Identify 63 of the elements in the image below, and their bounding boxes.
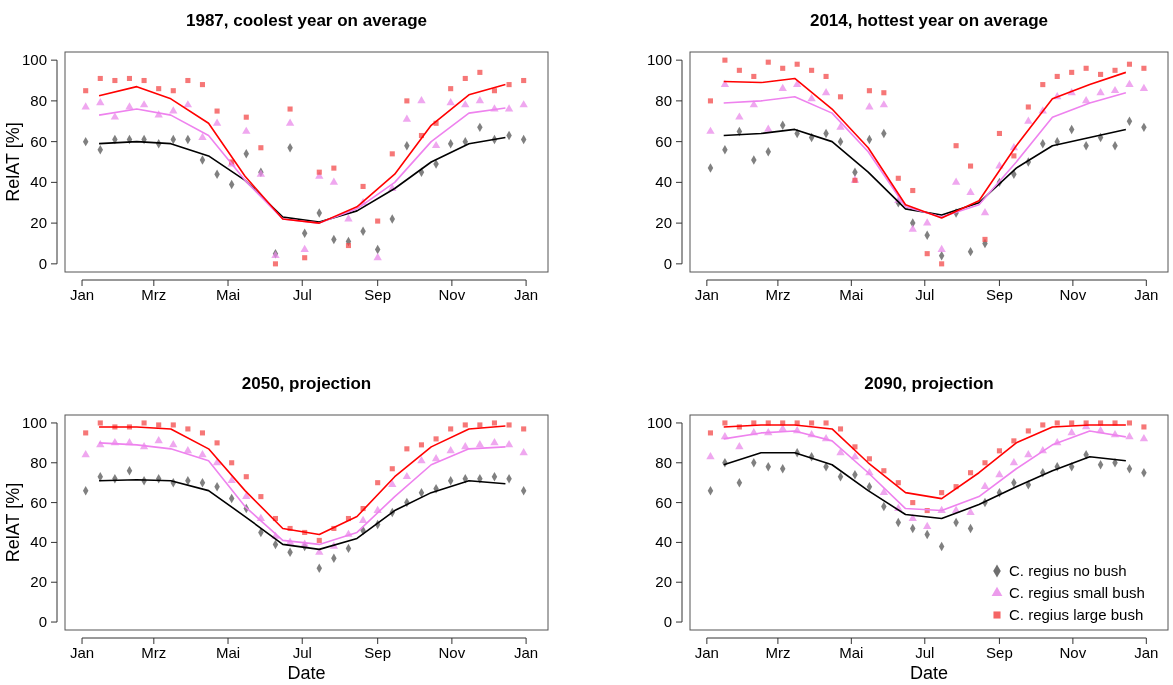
x-tick-label: Mrz bbox=[141, 286, 167, 303]
chart-title: 2014, hottest year on average bbox=[809, 11, 1049, 30]
y-tick-label: 100 bbox=[646, 51, 672, 69]
y-axis-title: RelAT [%] bbox=[3, 122, 23, 202]
y-tick-label: 0 bbox=[38, 613, 47, 631]
legend-label: C. regius no bush bbox=[1009, 562, 1127, 579]
x-tick-label: Mrz bbox=[765, 644, 791, 661]
y-tick-label: 20 bbox=[655, 573, 672, 591]
y-tick-label: 20 bbox=[655, 214, 672, 232]
x-tick-label: Nov bbox=[438, 286, 466, 303]
x-tick-label: Jan bbox=[694, 644, 719, 661]
y-tick-label: 60 bbox=[655, 493, 672, 511]
x-tick-label: Jan bbox=[514, 644, 539, 661]
y-tick-label: 80 bbox=[30, 453, 47, 471]
y-axis-title: RelAT [%] bbox=[3, 482, 23, 563]
y-tick-label: 80 bbox=[655, 91, 672, 109]
legend-label: C. regius large bush bbox=[1009, 606, 1144, 623]
x-tick-label: Jan bbox=[1134, 286, 1159, 303]
x-tick-label: Jul bbox=[915, 644, 935, 661]
y-tick-label: 40 bbox=[30, 533, 47, 551]
y-tick-label: 80 bbox=[655, 453, 672, 471]
y-tick-label: 0 bbox=[38, 254, 47, 272]
x-tick-label: Nov bbox=[1059, 644, 1087, 661]
x-tick-label: Jul bbox=[915, 286, 935, 303]
y-tick-label: 40 bbox=[30, 173, 47, 191]
y-tick-label: 60 bbox=[30, 132, 47, 150]
x-tick-label: Jan bbox=[514, 286, 539, 303]
x-tick-label: Sep bbox=[364, 286, 392, 303]
y-tick-label: 40 bbox=[655, 533, 672, 551]
x-tick-label: Mai bbox=[215, 644, 241, 661]
legend-label: C. regius small bush bbox=[1009, 584, 1145, 601]
chart-title: 1987, coolest year on average bbox=[186, 11, 427, 30]
y-tick-label: 60 bbox=[655, 132, 672, 150]
x-axis-title: Date bbox=[909, 663, 949, 683]
y-tick-label: 80 bbox=[30, 91, 47, 109]
y-tick-label: 40 bbox=[655, 173, 672, 191]
x-tick-label: Mai bbox=[839, 644, 864, 661]
chart-title: 2090, projection bbox=[864, 374, 994, 393]
x-tick-label: Mai bbox=[215, 286, 241, 303]
x-tick-label: Jan bbox=[694, 286, 719, 303]
y-tick-label: 100 bbox=[646, 413, 672, 431]
x-tick-label: Sep bbox=[986, 286, 1013, 303]
x-tick-label: Jan bbox=[69, 644, 95, 661]
x-tick-label: Jul bbox=[292, 644, 312, 661]
chart-title: 2050, projection bbox=[241, 374, 372, 393]
x-tick-label: Sep bbox=[986, 644, 1013, 661]
x-tick-label: Nov bbox=[1059, 286, 1087, 303]
x-tick-label: Jan bbox=[69, 286, 95, 303]
x-tick-label: Mrz bbox=[141, 644, 167, 661]
y-tick-label: 100 bbox=[21, 51, 47, 69]
x-tick-label: Jul bbox=[292, 286, 312, 303]
y-tick-label: 60 bbox=[30, 493, 47, 511]
x-tick-label: Sep bbox=[364, 644, 392, 661]
y-tick-label: 20 bbox=[30, 214, 47, 232]
x-tick-label: Nov bbox=[438, 644, 466, 661]
y-tick-label: 20 bbox=[30, 573, 47, 591]
y-tick-label: 0 bbox=[663, 613, 672, 631]
x-tick-label: Mai bbox=[839, 286, 864, 303]
y-tick-label: 0 bbox=[663, 254, 672, 272]
x-axis-title: Date bbox=[287, 663, 326, 683]
x-tick-label: Mrz bbox=[765, 286, 791, 303]
x-tick-label: Jan bbox=[1134, 644, 1159, 661]
y-tick-label: 100 bbox=[21, 413, 47, 431]
